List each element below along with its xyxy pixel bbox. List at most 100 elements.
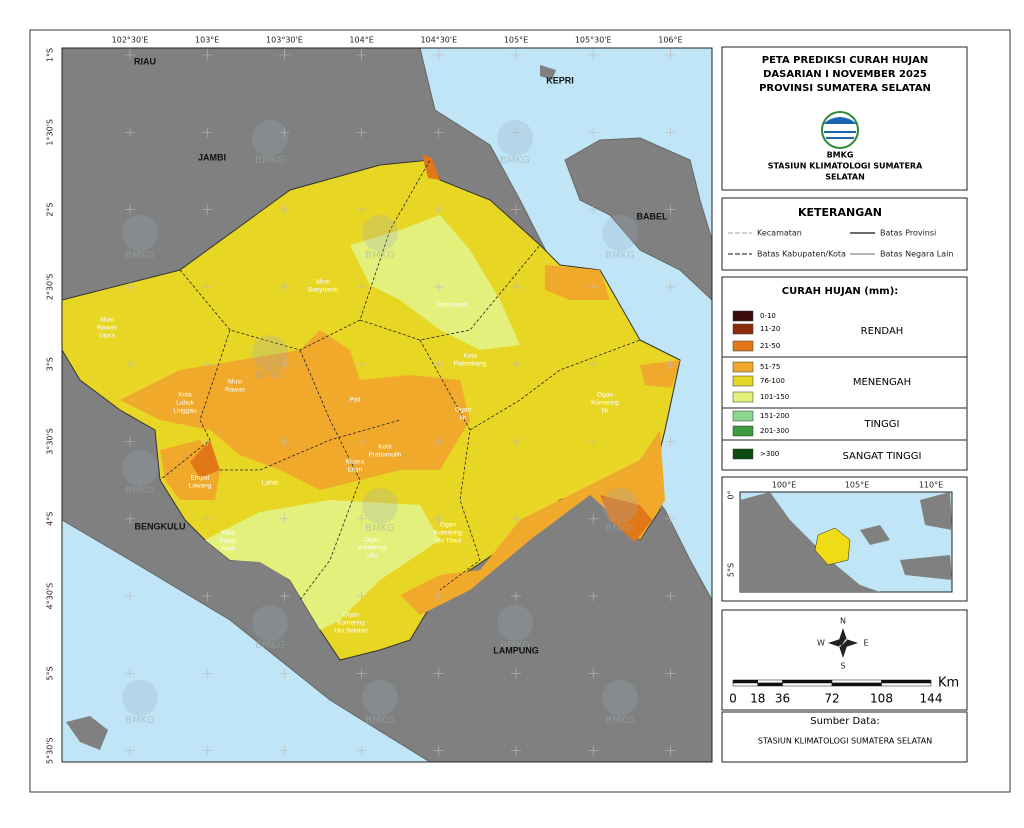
watermark: BMKG <box>255 155 285 166</box>
rainfall-zone <box>350 215 520 350</box>
scale-label: 36 <box>775 692 790 706</box>
watermark: BMKG <box>125 250 155 261</box>
legend-swatch <box>732 448 754 460</box>
grid-cross <box>356 436 367 447</box>
grid-cross <box>511 745 521 756</box>
legend-label: 0-10 <box>760 312 776 320</box>
grid-cross <box>588 513 599 524</box>
grid-cross <box>588 50 599 60</box>
grid-cross <box>511 204 521 215</box>
scale-segment <box>782 682 833 687</box>
grid-cross <box>356 127 367 138</box>
scale-segment <box>831 682 882 687</box>
grid-cross <box>279 50 290 60</box>
grid-cross <box>202 436 213 447</box>
district-label: Komering <box>591 400 619 407</box>
grid-cross <box>511 281 521 292</box>
district-label: Banyuasin <box>308 287 339 294</box>
grid-cross <box>433 436 444 447</box>
grid-cross <box>202 745 213 756</box>
y-tick-label: 1°30'S <box>46 119 55 146</box>
rainfall-zone <box>205 500 440 630</box>
legend-group: MENENGAH <box>853 377 911 388</box>
grid-cross <box>279 436 290 447</box>
grid-cross <box>588 127 599 138</box>
district-label: Lahat <box>262 480 278 487</box>
grid-cross <box>665 436 676 447</box>
grid-cross <box>665 745 676 756</box>
grid-cross <box>588 436 599 447</box>
grid-cross <box>511 50 521 60</box>
grid-cross <box>433 513 444 524</box>
y-tick-label: 5°30'S <box>46 737 55 764</box>
grid-cross <box>125 281 135 292</box>
scale-segment <box>732 679 758 684</box>
grid-cross <box>511 436 521 447</box>
scale-unit: Km <box>938 676 959 691</box>
watermark-logo <box>122 450 158 486</box>
watermark: BMKG <box>125 715 155 726</box>
district-label: Muara <box>346 459 365 466</box>
district-label: Ilir <box>460 415 468 422</box>
legend-swatch <box>732 323 754 335</box>
legend-swatch <box>732 340 754 352</box>
legend-label: 51-75 <box>760 363 780 371</box>
y-tick-label: 5°S <box>46 666 55 680</box>
district-label: Musi <box>100 317 114 324</box>
y-tick-label: 1°S <box>46 48 55 62</box>
legend-label: 201-300 <box>760 427 789 435</box>
grid-cross <box>433 745 444 756</box>
grid-cross <box>356 513 367 524</box>
grid-cross <box>511 668 521 679</box>
grid-cross <box>665 668 676 679</box>
grid-cross <box>125 591 135 602</box>
scale-segment <box>757 682 783 687</box>
district-label: Linggau <box>173 408 197 415</box>
scale-segment <box>831 679 882 684</box>
watermark: BMKG <box>125 485 155 496</box>
rainfall-zone <box>120 330 470 490</box>
grid-cross <box>588 281 599 292</box>
keterangan-item: Batas Kabupaten/Kota <box>757 250 846 259</box>
grid-cross <box>433 50 444 60</box>
x-tick-label: 103°30'E <box>266 36 303 45</box>
grid-cross <box>433 281 444 292</box>
grid-cross <box>279 359 290 370</box>
scale-label: 144 <box>920 692 943 706</box>
keterangan-title: KETERANGAN <box>798 206 882 219</box>
scale-label: 108 <box>870 692 893 706</box>
district-label: Palembang <box>454 361 487 368</box>
watermark-logo <box>362 488 398 524</box>
scale-segment <box>732 682 758 687</box>
grid-cross <box>665 50 676 60</box>
x-tick-label: 104°E <box>349 36 373 45</box>
x-tick-label: 103°E <box>195 36 219 45</box>
watermark: BMKG <box>365 523 395 534</box>
logo-text: BMKG <box>827 151 854 160</box>
source-text: STASIUN KLIMATOLOGI SUMATERA SELATAN <box>758 737 932 746</box>
station: STASIUN KLIMATOLOGI SUMATERA <box>768 162 923 171</box>
grid-cross <box>125 668 135 679</box>
legend-swatch <box>732 375 754 387</box>
grid-cross <box>125 513 135 524</box>
grid-cross <box>279 513 290 524</box>
grid-cross <box>356 204 367 215</box>
watermark: BMKG <box>255 640 285 651</box>
source-box <box>721 711 968 763</box>
station: SELATAN <box>825 173 865 182</box>
inset-x-tick: 100°E <box>772 481 796 490</box>
region-label: LAMPUNG <box>493 645 539 655</box>
grid-cross <box>202 591 213 602</box>
island <box>66 716 108 750</box>
rainfall-zone <box>545 265 610 300</box>
grid-cross <box>433 204 444 215</box>
district-label: Ogan <box>440 522 456 529</box>
watermark: BMKG <box>500 155 530 166</box>
district-label: Ogan <box>364 537 380 544</box>
rainfall-zone <box>400 430 665 615</box>
district-label: Utara <box>99 333 115 340</box>
scale-bar: 0 18 36 72 108 144 <box>729 679 943 706</box>
legend-title: CURAH HUJAN (mm): <box>782 286 899 297</box>
district-label: Komering <box>434 530 462 537</box>
inset-y-tick: 0° <box>727 490 736 499</box>
